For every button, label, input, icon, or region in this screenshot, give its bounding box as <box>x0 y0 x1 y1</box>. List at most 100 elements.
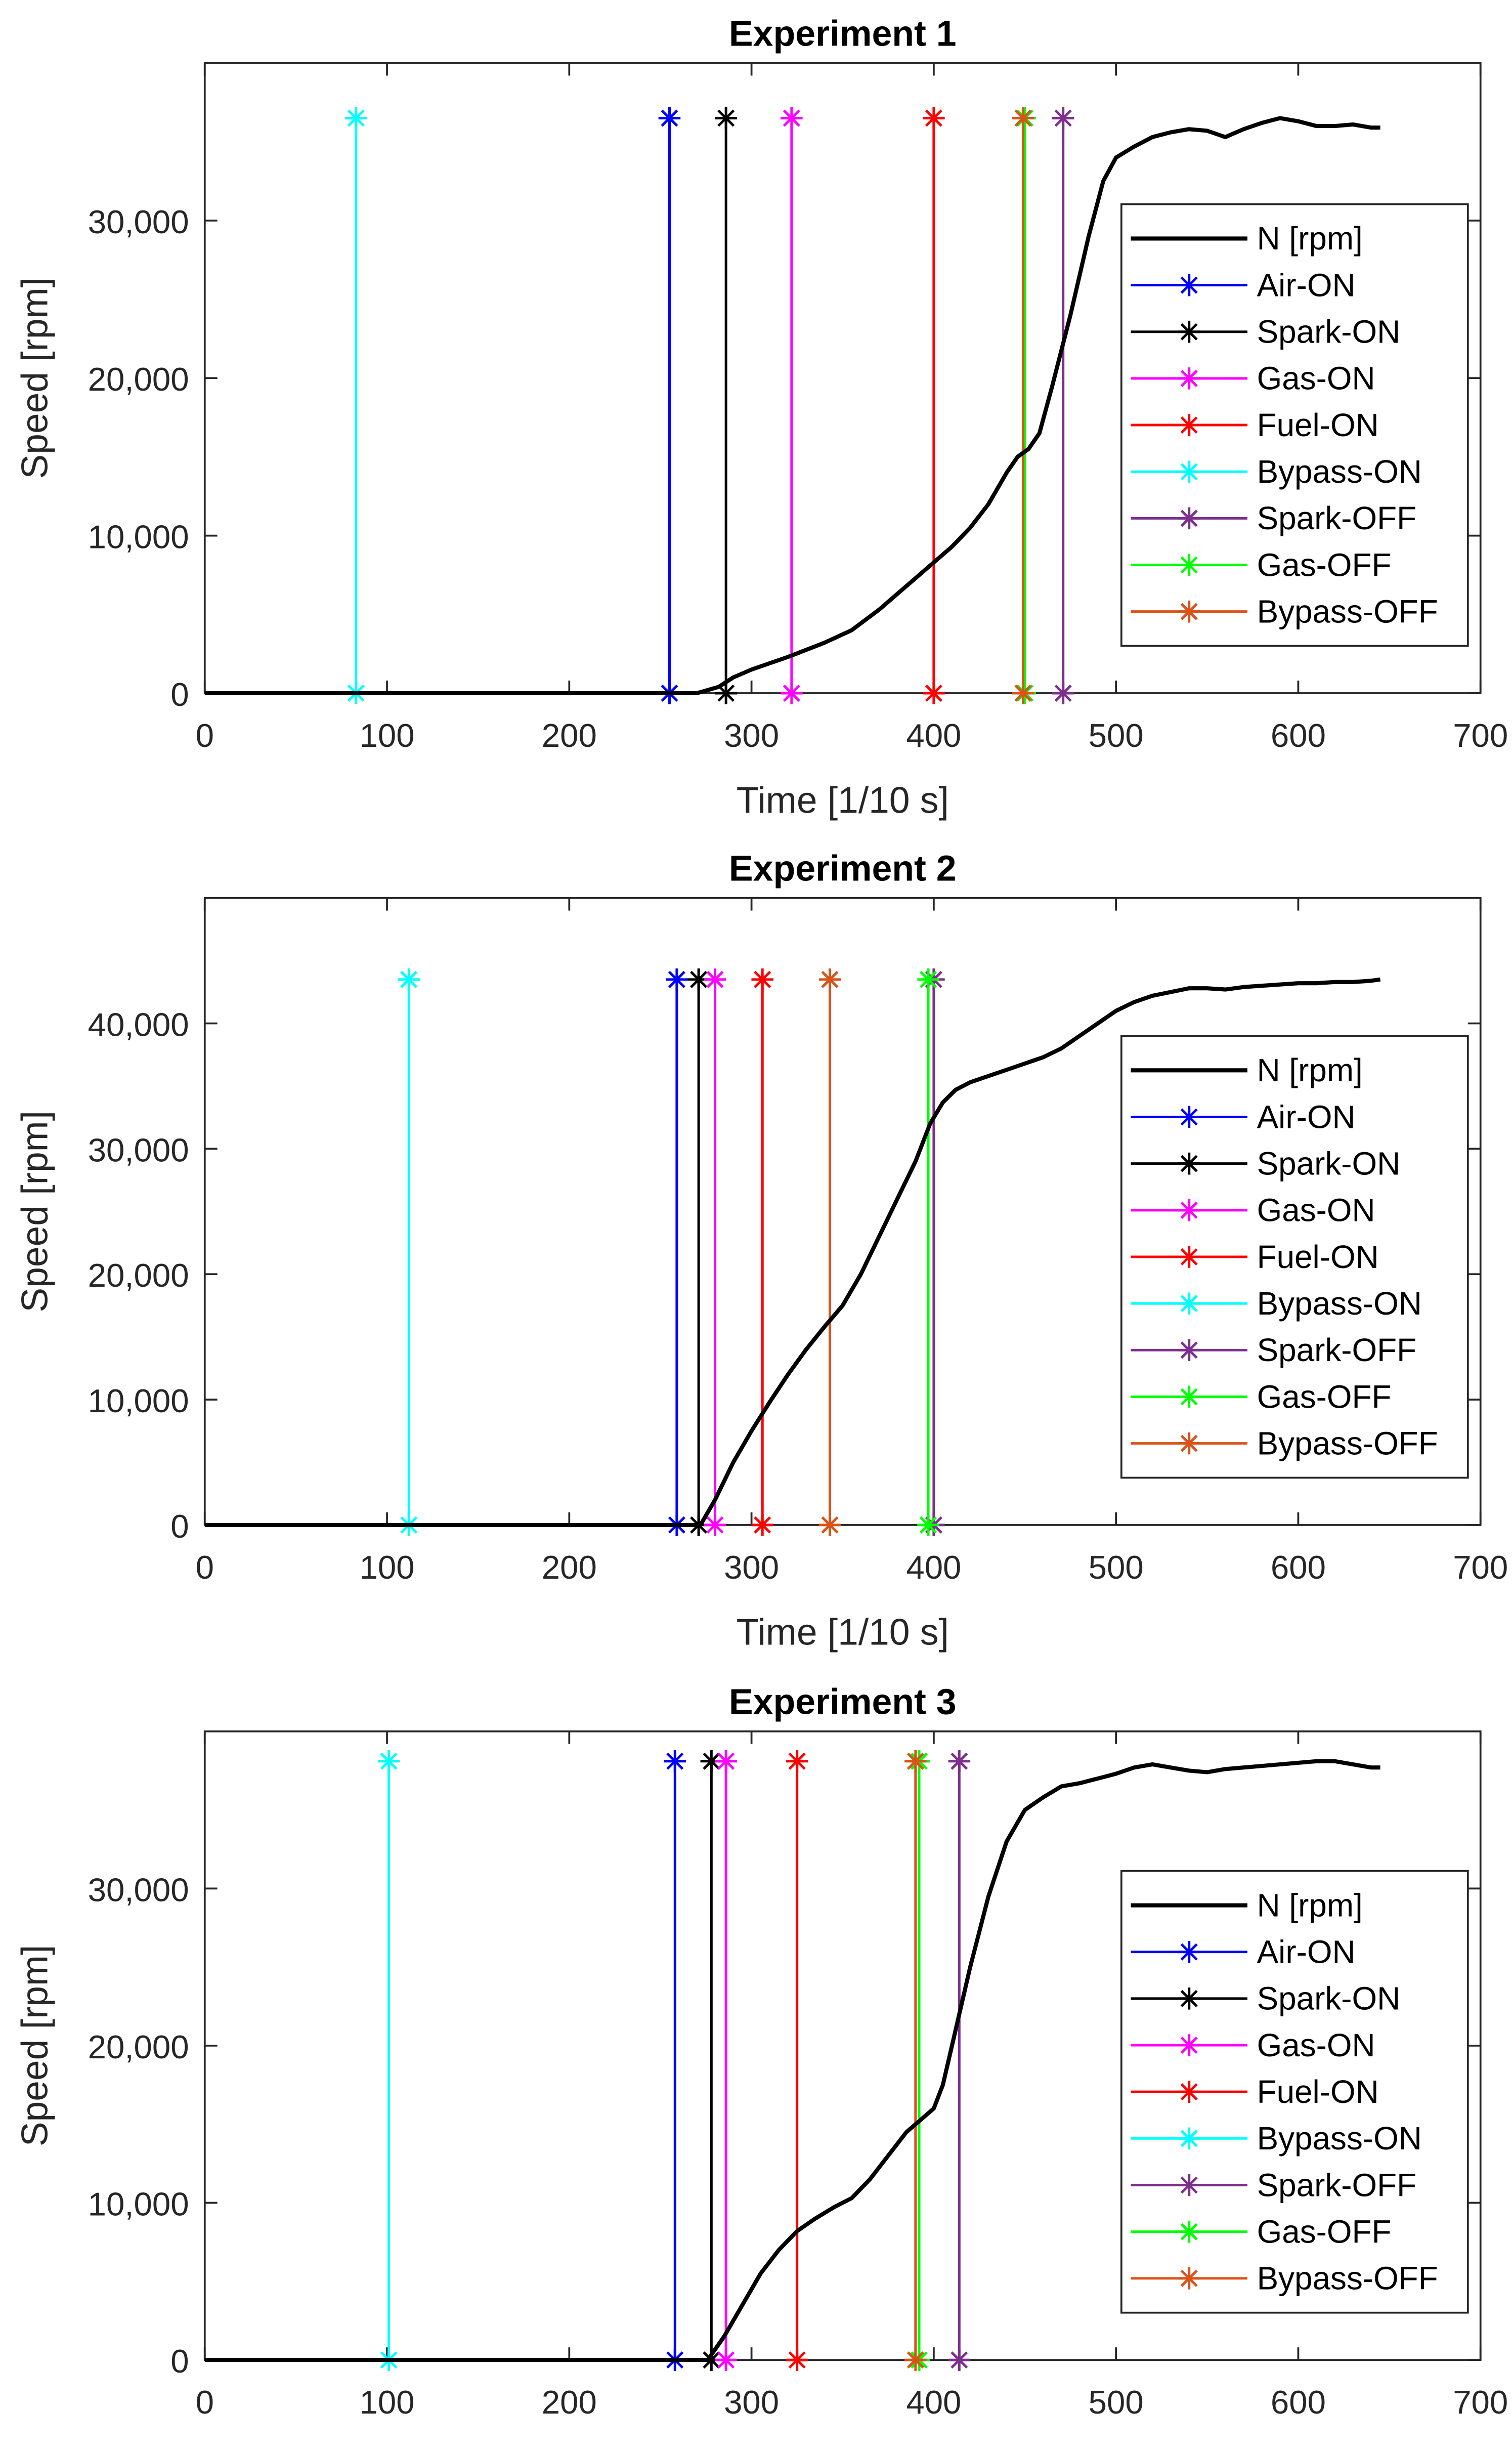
legend-label: N [rpm] <box>1257 220 1363 257</box>
x-tick-label: 400 <box>906 2384 961 2421</box>
y-tick-label: 10,000 <box>88 2185 189 2222</box>
event-marker-bottom <box>948 2349 971 2371</box>
legend-marker <box>1178 367 1200 390</box>
legend: N [rpm] Air-ON Spark-ON Gas-ON Fuel-ON Bypass… <box>1120 1870 1469 2314</box>
event-marker-top <box>1052 107 1074 130</box>
legend-label: Spark-ON <box>1257 1145 1401 1181</box>
y-tick-label: 30,000 <box>88 1871 189 1908</box>
legend-marker <box>1178 320 1200 343</box>
x-tick-label: 200 <box>542 2384 597 2421</box>
event-marker-top <box>704 968 726 991</box>
legend-item-bypass-on: Bypass-ON <box>1131 1285 1422 1322</box>
legend-label: Gas-OFF <box>1257 546 1392 583</box>
y-tick-label: 10,000 <box>88 1382 189 1419</box>
legend-item-bypass-on: Bypass-ON <box>1131 2120 1422 2157</box>
legend-item-air-on: Air-ON <box>1131 1933 1356 1970</box>
legend-item-bypass-off: Bypass-OFF <box>1131 2260 1438 2297</box>
legend-label: Gas-OFF <box>1257 2213 1392 2250</box>
event-marker-top <box>700 1750 723 1772</box>
legend-item-spark-off: Spark-OFF <box>1131 2167 1417 2203</box>
event-marker-top <box>377 1750 400 1772</box>
legend-item-gas-on: Gas-ON <box>1131 1192 1375 1229</box>
event-marker-bottom <box>781 682 803 704</box>
x-tick-label: 700 <box>1453 1549 1508 1586</box>
x-tick-label: 500 <box>1089 2384 1144 2421</box>
y-tick-label: 20,000 <box>88 2028 189 2065</box>
legend-item-bypass-off: Bypass-OFF <box>1131 1425 1438 1461</box>
legend-item-spark-off: Spark-OFF <box>1131 1332 1416 1368</box>
legend-marker <box>1178 2127 1200 2150</box>
event-marker-bottom <box>715 2349 737 2371</box>
event-marker-top <box>781 107 803 130</box>
legend-item-n-rpm: N [rpm] <box>1131 220 1363 257</box>
event-line-gas-on <box>715 1750 737 2371</box>
legend-marker <box>1178 507 1200 530</box>
event-marker-bottom <box>751 1514 774 1536</box>
legend-marker <box>1178 2174 1200 2196</box>
x-tick-label: 300 <box>724 1549 779 1586</box>
legend-label: Gas-ON <box>1257 1192 1375 1229</box>
legend-item-gas-off: Gas-OFF <box>1131 546 1392 583</box>
legend-item-spark-off: Spark-OFF <box>1131 500 1416 536</box>
x-axis-label: Time [1/10 s] <box>737 2446 949 2452</box>
event-line-fuel-on <box>751 968 774 1536</box>
x-tick-label: 0 <box>196 1549 214 1586</box>
event-marker-bottom <box>786 2349 808 2371</box>
x-tick-label: 700 <box>1453 717 1508 754</box>
x-tick-label: 0 <box>196 717 214 754</box>
event-marker-top <box>715 107 737 130</box>
event-marker-bottom <box>704 1514 726 1536</box>
legend-item-bypass-off: Bypass-OFF <box>1131 593 1438 629</box>
x-tick-label: 500 <box>1089 717 1144 754</box>
event-marker-top <box>344 107 367 130</box>
series-line-0 <box>204 977 1381 1527</box>
event-line-gas-off <box>917 968 939 1536</box>
x-tick-label: 600 <box>1271 1549 1326 1586</box>
legend-marker <box>1178 1988 1200 2010</box>
x-tick-label: 700 <box>1453 2384 1508 2421</box>
y-tick-label: 0 <box>170 676 189 713</box>
legend-marker <box>1178 1152 1200 1175</box>
legend-label: Bypass-OFF <box>1257 1425 1438 1461</box>
legend-label: Fuel-ON <box>1257 1239 1379 1275</box>
legend-label: Bypass-ON <box>1257 1285 1422 1322</box>
event-line-spark-on <box>700 1750 723 2371</box>
legend-label: Bypass-OFF <box>1257 2260 1438 2297</box>
legend-item-gas-off: Gas-OFF <box>1131 1378 1391 1415</box>
legend: N [rpm] Air-ON Spark-ON Gas-ON Fuel-ON Bypass… <box>1120 203 1469 647</box>
legend-marker <box>1178 1199 1200 1221</box>
event-line-fuel-on <box>786 1750 808 2371</box>
legend-item-fuel-on: Fuel-ON <box>1131 2074 1379 2110</box>
legend-marker <box>1178 554 1200 576</box>
event-line-gas-on <box>704 968 726 1536</box>
series-line-0 <box>204 1759 1380 2362</box>
chart-panel-3: Experiment 3 0 100 200 300 400 500 600 700 0 10,00… <box>14 1682 1508 2452</box>
event-marker-top <box>751 968 774 991</box>
event-marker-top <box>666 968 688 991</box>
legend-item-air-on: Air-ON <box>1131 1098 1356 1135</box>
event-marker-top <box>715 1750 737 1772</box>
legend-label: Spark-ON <box>1257 314 1401 350</box>
legend-item-bypass-on: Bypass-ON <box>1131 453 1422 490</box>
legend-marker <box>1178 1385 1200 1408</box>
legend-marker <box>1178 1339 1200 1362</box>
event-marker-top <box>664 1750 686 1772</box>
legend-label: Spark-OFF <box>1257 2167 1417 2203</box>
legend-marker <box>1178 2220 1200 2243</box>
y-tick-label: 30,000 <box>88 203 189 240</box>
y-tick-label: 30,000 <box>88 1131 189 1168</box>
x-tick-label: 600 <box>1271 2384 1326 2421</box>
x-tick-label: 300 <box>724 717 779 754</box>
event-line-bypass-off <box>818 968 841 1536</box>
event-marker-bottom <box>1052 682 1074 704</box>
legend-item-n-rpm: N [rpm] <box>1131 1887 1363 1923</box>
x-tick-label: 0 <box>196 2384 214 2421</box>
x-tick-label: 100 <box>360 1549 415 1586</box>
legend-marker <box>1178 1940 1200 1963</box>
legend-item-fuel-on: Fuel-ON <box>1131 407 1379 443</box>
legend-item-spark-on: Spark-ON <box>1131 1145 1401 1181</box>
legend-item-fuel-on: Fuel-ON <box>1131 1239 1379 1275</box>
x-axis-label: Time [1/10 s] <box>737 1612 949 1653</box>
event-line-bypass-off <box>1012 107 1034 704</box>
event-line-spark-off <box>948 1750 971 2371</box>
